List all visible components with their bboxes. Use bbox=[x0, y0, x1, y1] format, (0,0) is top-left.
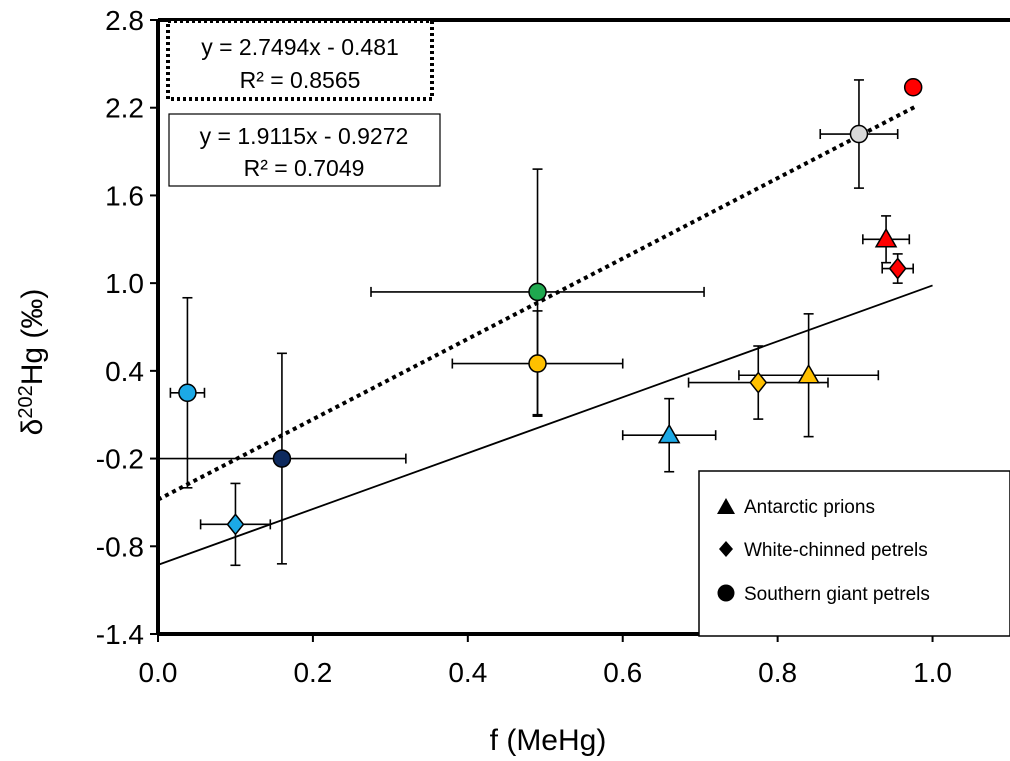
y-tick-label: -1.4 bbox=[96, 619, 144, 650]
legend-diamond-icon bbox=[719, 541, 733, 557]
legend-label-southern-giant-petrels: Southern giant petrels bbox=[744, 584, 930, 605]
y-axis-label: δ202Hg (‰) bbox=[15, 289, 49, 436]
x-tick-label: 0.2 bbox=[293, 657, 332, 688]
equation-dotted: y = 2.7494x - 0.481 bbox=[201, 34, 399, 60]
y-axis-label-superscript: 202 bbox=[15, 385, 37, 418]
y-tick-label: 0.4 bbox=[105, 356, 144, 387]
data-point-circle bbox=[178, 383, 197, 403]
data-point-diamond bbox=[226, 513, 245, 536]
y-axis-label-tail: Hg (‰) bbox=[16, 289, 49, 386]
legend-triangle-icon bbox=[717, 498, 735, 514]
legend-circle-icon bbox=[717, 584, 735, 602]
data-point-triangle bbox=[797, 363, 820, 384]
equation-box-dotted: y = 2.7494x - 0.481 R² = 0.8565 bbox=[166, 19, 434, 101]
legend-label-white-chinned-petrels: White-chinned petrels bbox=[744, 540, 928, 561]
legend: Antarctic prions White-chinned petrels S… bbox=[698, 470, 1010, 637]
data-point-circle bbox=[528, 354, 547, 373]
legend-frame bbox=[698, 470, 1010, 637]
data-point-circle bbox=[272, 449, 292, 468]
legend-label-antarctic-prions: Antarctic prions bbox=[744, 497, 875, 518]
y-tick-label: 1.6 bbox=[105, 180, 144, 211]
y-tick-label: -0.8 bbox=[96, 531, 144, 562]
x-axis-ticks: 0.0 0.2 0.4 0.6 0.8 1.0 bbox=[139, 634, 952, 688]
data-point-circle bbox=[903, 77, 923, 97]
y-tick-label: 1.0 bbox=[105, 268, 144, 299]
equation-box-dotted-frame bbox=[166, 19, 434, 101]
r2-solid: R² = 0.7049 bbox=[244, 155, 365, 181]
legend-item-southern-giant-petrels: Southern giant petrels bbox=[717, 584, 930, 605]
y-tick-label: -0.2 bbox=[96, 444, 144, 475]
data-point-triangle bbox=[657, 423, 681, 444]
x-axis-label: f (MeHg) bbox=[490, 724, 607, 757]
x-tick-label: 0.0 bbox=[139, 657, 178, 688]
y-axis-ticks: 2.8 2.2 1.6 1.0 0.4 -0.2 -0.8 -1.4 bbox=[96, 5, 158, 650]
y-axis-label-main: δ bbox=[16, 419, 49, 436]
data-point-diamond bbox=[888, 257, 907, 280]
data-point-diamond bbox=[749, 371, 768, 394]
data-point-triangle bbox=[874, 227, 898, 248]
x-tick-label: 0.8 bbox=[758, 657, 797, 688]
data-points bbox=[178, 77, 923, 536]
equation-box-solid-frame bbox=[168, 113, 441, 187]
data-point-circle bbox=[528, 282, 547, 302]
legend-item-white-chinned-petrels: White-chinned petrels bbox=[719, 540, 928, 561]
equation-solid: y = 1.9115x - 0.9272 bbox=[200, 123, 409, 149]
equation-box-solid: y = 1.9115x - 0.9272 R² = 0.7049 bbox=[168, 113, 441, 187]
y-tick-label: 2.8 bbox=[105, 5, 144, 36]
legend-item-antarctic-prions: Antarctic prions bbox=[717, 497, 875, 518]
r2-dotted: R² = 0.8565 bbox=[240, 67, 361, 93]
x-tick-label: 0.4 bbox=[448, 657, 487, 688]
x-tick-label: 1.0 bbox=[913, 657, 952, 688]
y-tick-label: 2.2 bbox=[105, 93, 144, 124]
x-tick-label: 0.6 bbox=[603, 657, 642, 688]
regression-line-solid bbox=[157, 284, 933, 566]
data-point-circle bbox=[849, 124, 869, 144]
